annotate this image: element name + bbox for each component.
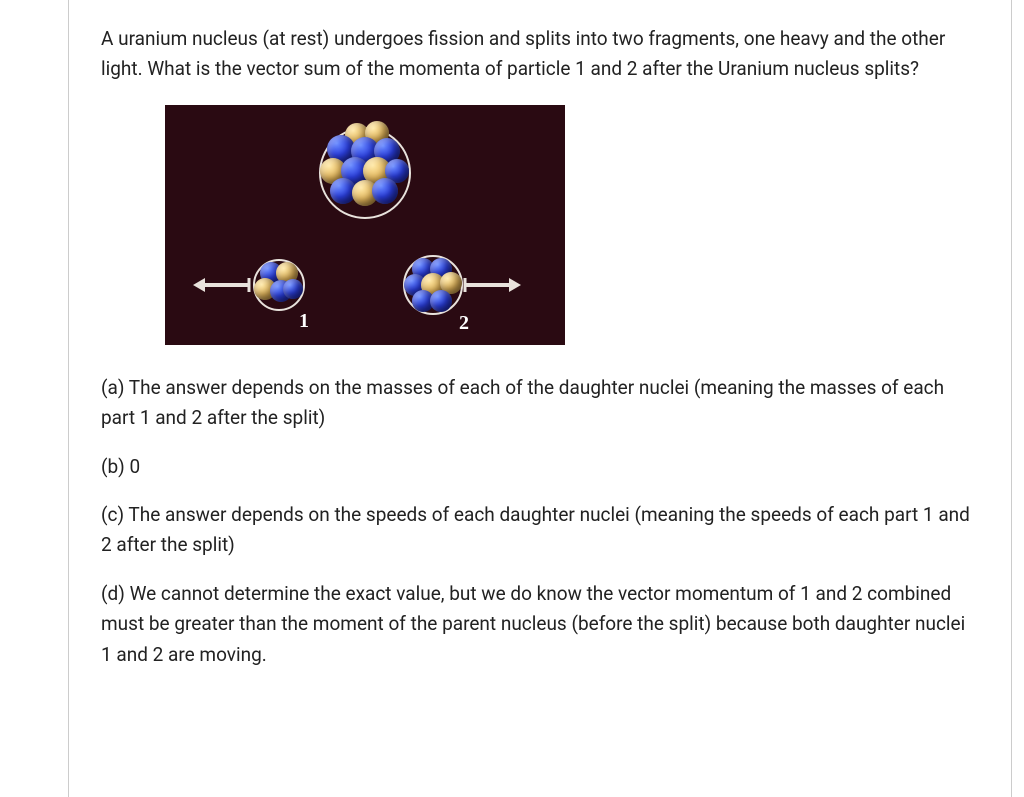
option-a[interactable]: (a) The answer depends on the masses of … <box>101 373 979 434</box>
option-d-label: (d) <box>101 582 125 605</box>
fragment1-label: 1 <box>299 305 309 337</box>
arrow-left-icon <box>191 273 261 297</box>
question-card: A uranium nucleus (at rest) undergoes fi… <box>68 0 1012 797</box>
option-d-text: We cannot determine the exact value, but… <box>101 582 965 666</box>
neutron-icon <box>283 279 303 299</box>
fragment2-label: 2 <box>459 307 469 339</box>
neutron-icon <box>430 290 452 312</box>
option-c-label: (c) <box>101 503 124 526</box>
option-c-text: The answer depends on the speeds of each… <box>101 503 970 556</box>
diagram-container: 12 <box>165 105 979 345</box>
option-c[interactable]: (c) The answer depends on the speeds of … <box>101 500 979 561</box>
question-text: A uranium nucleus (at rest) undergoes fi… <box>101 24 979 85</box>
option-d[interactable]: (d) We cannot determine the exact value,… <box>101 579 979 670</box>
option-b-text: 0 <box>130 455 141 478</box>
option-a-text: The answer depends on the masses of each… <box>101 376 944 429</box>
neutron-icon <box>372 178 398 204</box>
option-b-label: (b) <box>101 455 125 478</box>
option-a-label: (a) <box>101 376 124 399</box>
arrow-right-icon <box>453 273 523 297</box>
fission-diagram: 12 <box>165 105 565 345</box>
option-b[interactable]: (b) 0 <box>101 452 979 482</box>
